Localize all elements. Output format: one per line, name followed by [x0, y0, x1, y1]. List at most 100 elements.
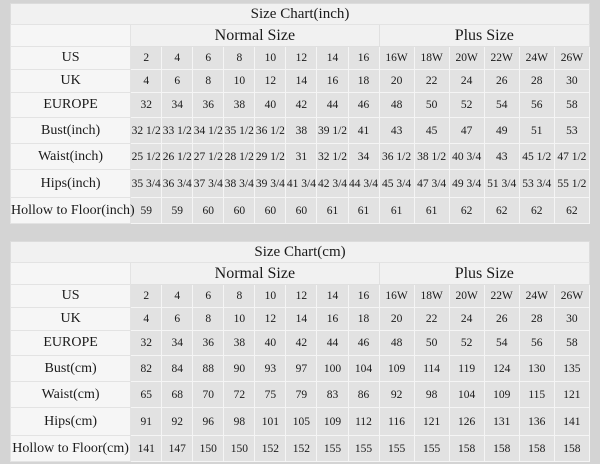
size-value-cell: 18W	[413, 46, 450, 70]
size-value-cell: 96	[192, 407, 225, 436]
size-value-cell: 68	[161, 381, 194, 408]
size-value-cell: 141	[553, 407, 591, 436]
size-value-cell: 14	[316, 284, 349, 308]
size-value-cell: 93	[254, 355, 287, 382]
size-value-cell: 50	[413, 92, 450, 118]
size-value-cell: 56	[518, 330, 555, 356]
size-value-cell: 40 3/4	[448, 143, 485, 170]
size-value-cell: 20W	[448, 46, 485, 70]
size-value-cell: 2	[130, 284, 163, 308]
size-value-cell: 62	[518, 197, 555, 224]
size-value-cell: 60	[254, 197, 287, 224]
size-value-cell: 28	[518, 69, 555, 93]
size-value-cell: 38	[285, 117, 318, 144]
size-value-cell: 97	[285, 355, 318, 382]
size-value-cell: 10	[254, 284, 287, 308]
size-value-cell: 47 3/4	[413, 169, 450, 198]
table-title: Size Chart(cm)	[10, 241, 590, 263]
table-row: US 2 4 6 8 10 12 14 16 16W 18W 20W 22W 24W 26W	[9, 46, 591, 70]
size-value-cell: 12	[285, 46, 318, 70]
size-value-cell: 6	[161, 69, 194, 93]
table-row: EUROPE 32 34 36 38 40 42 44 46 48 50 52 54 56 58	[9, 92, 591, 118]
size-value-cell: 39 3/4	[254, 169, 287, 198]
table-title-row: Size Chart(cm)	[10, 241, 590, 263]
size-value-cell: 16	[316, 69, 349, 93]
size-value-cell: 10	[254, 46, 287, 70]
size-value-cell: 16	[316, 307, 349, 331]
size-value-cell: 36 1/2	[254, 117, 287, 144]
table-row: Hips(inch) 35 3/4 36 3/4 37 3/4 38 3/4 39 3/4…	[9, 169, 591, 198]
size-value-cell: 36	[192, 330, 225, 356]
size-value-cell: 10	[223, 307, 256, 331]
row-label: EUROPE	[9, 330, 132, 356]
size-value-cell: 14	[285, 69, 318, 93]
size-value-cell: 8	[223, 284, 256, 308]
size-value-cell: 152	[254, 435, 287, 462]
size-value-cell: 6	[161, 307, 194, 331]
size-value-cell: 12	[254, 69, 287, 93]
size-value-cell: 121	[413, 407, 450, 436]
row-label: US	[9, 284, 132, 308]
size-value-cell: 60	[192, 197, 225, 224]
size-value-cell: 34 1/2	[192, 117, 225, 144]
size-value-cell: 90	[223, 355, 256, 382]
row-label: Hollow to Floor(inch)	[9, 197, 135, 224]
size-value-cell: 158	[553, 435, 591, 462]
size-value-cell: 109	[316, 407, 349, 436]
size-value-cell: 112	[347, 407, 380, 436]
table-row: UK 4 6 8 10 12 14 16 18 20 22 24 26 28 30	[9, 307, 591, 331]
table-row: Waist(inch) 25 1/2 26 1/2 27 1/2 28 1/2 29 1/…	[9, 143, 591, 170]
size-value-cell: 16	[347, 284, 380, 308]
size-value-cell: 16	[347, 46, 380, 70]
size-value-cell: 91	[130, 407, 163, 436]
size-value-cell: 32	[130, 92, 163, 118]
size-value-cell: 114	[413, 355, 450, 382]
size-value-cell: 26 1/2	[161, 143, 194, 170]
size-value-cell: 37 3/4	[192, 169, 225, 198]
size-value-cell: 28	[518, 307, 555, 331]
row-label: UK	[9, 69, 132, 93]
row-label: EUROPE	[9, 92, 132, 118]
size-value-cell: 60	[285, 197, 318, 224]
size-value-cell: 35 1/2	[223, 117, 256, 144]
size-value-cell: 12	[254, 307, 287, 331]
size-value-cell: 44	[316, 92, 349, 118]
size-value-cell: 22	[413, 307, 450, 331]
normal-size-header: Normal Size	[130, 24, 380, 47]
size-value-cell: 46	[347, 92, 380, 118]
size-value-cell: 22W	[483, 46, 520, 70]
size-value-cell: 40	[254, 92, 287, 118]
size-group-header-row: Normal Size Plus Size	[9, 262, 591, 285]
size-value-cell: 26	[483, 307, 520, 331]
size-value-cell: 2	[130, 46, 163, 70]
size-value-cell: 53	[553, 117, 591, 144]
row-label: Hips(inch)	[9, 169, 132, 198]
size-value-cell: 62	[553, 197, 591, 224]
size-value-cell: 150	[192, 435, 225, 462]
size-value-cell: 40	[254, 330, 287, 356]
size-value-cell: 41	[347, 117, 380, 144]
size-value-cell: 39 1/2	[316, 117, 349, 144]
size-value-cell: 61	[316, 197, 349, 224]
size-value-cell: 53 3/4	[518, 169, 555, 198]
size-value-cell: 38 3/4	[223, 169, 256, 198]
size-value-cell: 58	[553, 330, 591, 356]
size-value-cell: 27 1/2	[192, 143, 225, 170]
size-value-cell: 158	[518, 435, 555, 462]
table-title: Size Chart(inch)	[10, 3, 590, 25]
size-value-cell: 83	[316, 381, 349, 408]
size-value-cell: 12	[285, 284, 318, 308]
size-value-cell: 47 1/2	[553, 143, 591, 170]
size-value-cell: 34	[161, 330, 194, 356]
size-value-cell: 44 3/4	[347, 169, 380, 198]
size-value-cell: 135	[553, 355, 591, 382]
size-value-cell: 158	[448, 435, 485, 462]
normal-size-header: Normal Size	[130, 262, 380, 285]
size-value-cell: 48	[378, 330, 415, 356]
size-value-cell: 36 1/2	[378, 143, 415, 170]
size-value-cell: 24	[448, 69, 485, 93]
size-value-cell: 6	[192, 284, 225, 308]
size-value-cell: 4	[161, 284, 194, 308]
plus-size-header: Plus Size	[378, 24, 591, 47]
size-value-cell: 150	[223, 435, 256, 462]
